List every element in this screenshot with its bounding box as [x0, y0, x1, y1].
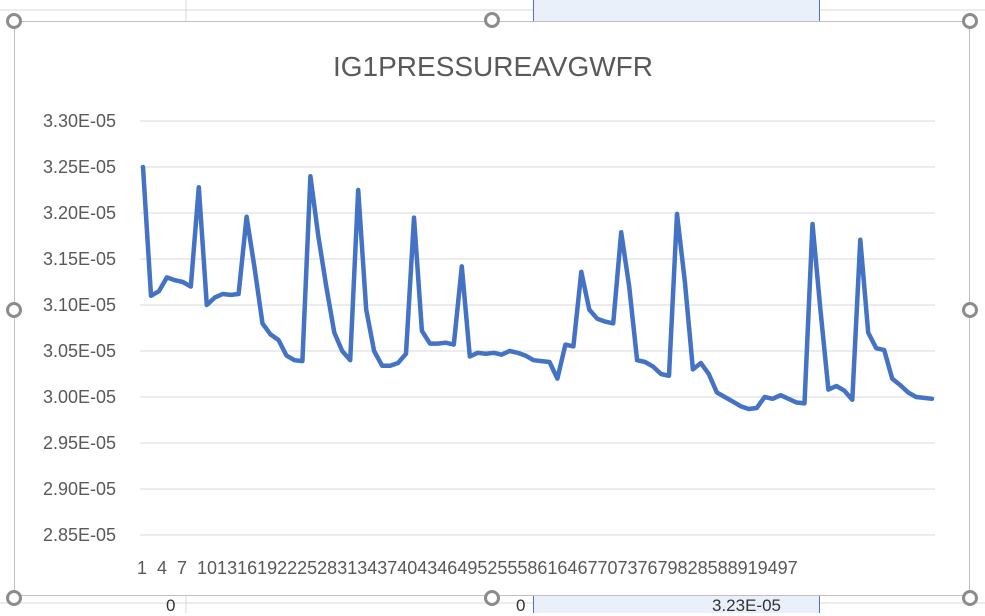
chart-title: IG1PRESSUREAVGWFR [333, 51, 653, 82]
resize-handle-top-right[interactable] [962, 13, 978, 29]
y-tick-label: 3.00E-05 [43, 387, 116, 407]
y-tick-label: 2.95E-05 [43, 433, 116, 453]
resize-handle-top-center[interactable] [484, 12, 500, 28]
resize-handle-top-left[interactable] [6, 13, 22, 29]
y-tick-label: 3.20E-05 [43, 203, 116, 223]
y-tick-label: 2.90E-05 [43, 479, 116, 499]
line-chart: IG1PRESSUREAVGWFR 3.30E-05 3.25E-05 3.20E-… [43, 51, 935, 578]
y-tick-label: 3.05E-05 [43, 341, 116, 361]
series-line[interactable] [140, 164, 935, 412]
cell-value-right[interactable]: 3.23E-05 [712, 596, 781, 615]
cell-value-left[interactable]: 0 [166, 596, 176, 615]
resize-handle-middle-right[interactable] [962, 302, 978, 318]
resize-handle-middle-left[interactable] [6, 302, 22, 318]
series-layer [140, 164, 935, 412]
gridlines [140, 120, 935, 536]
y-tick-label: 2.85E-05 [43, 525, 116, 545]
y-tick-label: 3.15E-05 [43, 249, 116, 269]
resize-handle-bottom-center[interactable] [484, 590, 500, 606]
chart-area[interactable]: IG1PRESSUREAVGWFR 3.30E-05 3.25E-05 3.20E-… [14, 21, 970, 596]
y-tick-label: 3.30E-05 [43, 111, 116, 131]
y-axis-tick-labels: 3.30E-05 3.25E-05 3.20E-05 3.15E-05 3.10E-05… [43, 111, 116, 545]
cell-value-mid[interactable]: 0 [516, 596, 526, 615]
resize-handle-bottom-left[interactable] [6, 590, 22, 606]
resize-handle-bottom-right[interactable] [962, 590, 978, 606]
y-tick-label: 3.25E-05 [43, 157, 116, 177]
x-axis-tick-labels: 1 4 7 1013161922252831343740434649525558… [137, 558, 798, 578]
y-tick-label: 3.10E-05 [43, 295, 116, 315]
